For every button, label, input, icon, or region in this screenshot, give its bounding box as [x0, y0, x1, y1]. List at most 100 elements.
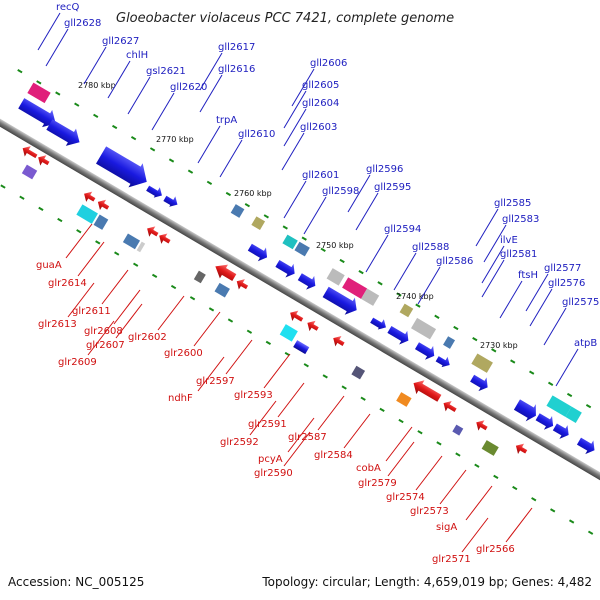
leader-line — [199, 74, 223, 113]
gene-label: glr2592 — [220, 437, 259, 448]
leader-line — [67, 282, 95, 318]
leader-line — [249, 400, 277, 436]
gene-label: ftsH — [518, 270, 538, 281]
leader-line — [385, 426, 413, 462]
gene-label: gll2606 — [310, 58, 347, 69]
feature-box — [282, 234, 298, 250]
gene-label: glr2602 — [128, 332, 167, 343]
track-tick-mark — [55, 91, 61, 96]
track-tick-mark — [133, 262, 139, 267]
leader-line — [283, 90, 307, 129]
leader-line — [347, 174, 371, 213]
track-tick-mark — [114, 251, 120, 256]
gene-label: glr2593 — [234, 390, 273, 401]
gene-label: gll2620 — [170, 82, 207, 93]
track-tick-mark — [168, 158, 175, 163]
gene-reverse — [307, 320, 319, 332]
gene-label: ilvE — [500, 235, 518, 246]
track-tick-mark — [566, 392, 573, 398]
leader-line — [483, 224, 507, 263]
gene-forward — [552, 423, 569, 439]
track-tick-mark — [585, 404, 592, 409]
gene-label: gll2596 — [366, 164, 403, 175]
feature-box — [214, 282, 230, 298]
leader-line — [151, 92, 175, 131]
gene-reverse — [147, 226, 159, 237]
leader-line — [65, 223, 93, 259]
track-tick-mark — [396, 292, 402, 297]
gene-reverse — [38, 155, 50, 166]
gene-label: glr2613 — [38, 319, 77, 330]
gene-label: glr2591 — [248, 419, 287, 430]
gene-label: gll2627 — [102, 36, 139, 47]
gene-reverse — [476, 420, 488, 431]
track-tick-mark — [244, 203, 251, 208]
track-tick-mark — [187, 169, 194, 174]
track-tick-mark — [415, 303, 421, 308]
leader-line — [415, 455, 443, 491]
gene-reverse — [413, 380, 442, 402]
feature-box — [27, 82, 51, 104]
leader-line — [113, 289, 141, 325]
track-tick-mark — [206, 180, 213, 185]
gene-label: gll2610 — [238, 129, 275, 140]
leader-line — [193, 311, 221, 347]
gene-label: ndhF — [168, 393, 193, 404]
feature-box — [481, 440, 499, 456]
leader-line — [317, 395, 345, 431]
track-tick-mark — [149, 147, 156, 152]
reverse-track-ticks — [0, 184, 594, 535]
feature-box — [443, 336, 456, 349]
gene-reverse — [333, 336, 345, 347]
leader-line — [101, 269, 129, 305]
feature-box — [326, 268, 345, 286]
track-tick-mark — [36, 80, 42, 85]
feature-box — [122, 233, 141, 250]
gene-label: glr2574 — [386, 492, 425, 503]
gene-label: glr2600 — [164, 348, 203, 359]
gene-label: glr2566 — [476, 544, 515, 555]
gene-label: gll2616 — [218, 64, 255, 75]
leader-line — [127, 76, 151, 115]
feature-box — [546, 395, 572, 417]
leader-line — [157, 295, 185, 331]
feature-box — [411, 317, 437, 340]
track-tick-mark — [453, 325, 459, 331]
track-tick-mark — [111, 124, 118, 130]
gene-reverse — [215, 264, 237, 281]
gene-forward — [535, 413, 554, 430]
feature-box — [361, 288, 380, 306]
feature-box — [396, 392, 412, 407]
leader-line — [83, 46, 107, 85]
leader-line — [115, 303, 143, 339]
gene-label: gll2598 — [322, 186, 359, 197]
gene-label: glr2611 — [72, 306, 111, 317]
gene-forward — [387, 326, 409, 345]
forward-leader-lines — [37, 12, 579, 387]
leader-line — [465, 485, 493, 521]
track-tick-mark — [151, 273, 158, 279]
leader-line — [343, 413, 371, 449]
track-tick-mark — [76, 229, 82, 234]
leader-line — [461, 517, 489, 553]
track-tick-mark — [358, 270, 364, 275]
gene-label: guaA — [36, 260, 62, 271]
leader-line — [365, 234, 389, 273]
leader-line — [355, 192, 379, 231]
track-tick-mark — [568, 519, 575, 524]
leader-line — [287, 417, 315, 453]
reverse-genes — [22, 146, 528, 454]
leader-line — [283, 180, 307, 219]
gene-label: gll2588 — [412, 242, 449, 253]
feature-box — [342, 277, 368, 299]
leader-line — [543, 307, 567, 346]
track-tick-mark — [93, 113, 99, 118]
gene-label: gll2576 — [548, 278, 585, 289]
track-tick-mark — [74, 102, 80, 107]
gene-label: glr2608 — [84, 326, 123, 337]
track-tick-mark — [95, 240, 101, 245]
gene-forward — [513, 399, 536, 422]
leader-line — [219, 139, 243, 178]
track-tick-mark — [265, 340, 272, 346]
